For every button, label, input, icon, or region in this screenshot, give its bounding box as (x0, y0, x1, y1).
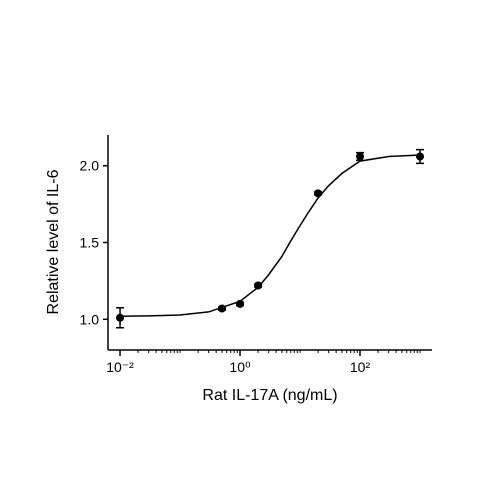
data-point (116, 313, 125, 322)
x-tick-label: 10⁻² (106, 359, 134, 375)
data-point (254, 281, 263, 290)
data-point (356, 152, 365, 161)
fit-curve (120, 154, 421, 317)
x-tick-label: 10² (350, 359, 371, 375)
y-axis-label: Relative level of IL-6 (45, 169, 62, 314)
y-tick-label: 2.0 (80, 158, 100, 174)
data-point (314, 189, 323, 198)
x-axis-label: Rat IL-17A (ng/mL) (202, 387, 337, 404)
data-point (415, 152, 424, 161)
y-tick-label: 1.0 (80, 311, 100, 327)
x-tick-label: 10⁰ (229, 359, 251, 375)
y-tick-label: 1.5 (80, 235, 100, 251)
